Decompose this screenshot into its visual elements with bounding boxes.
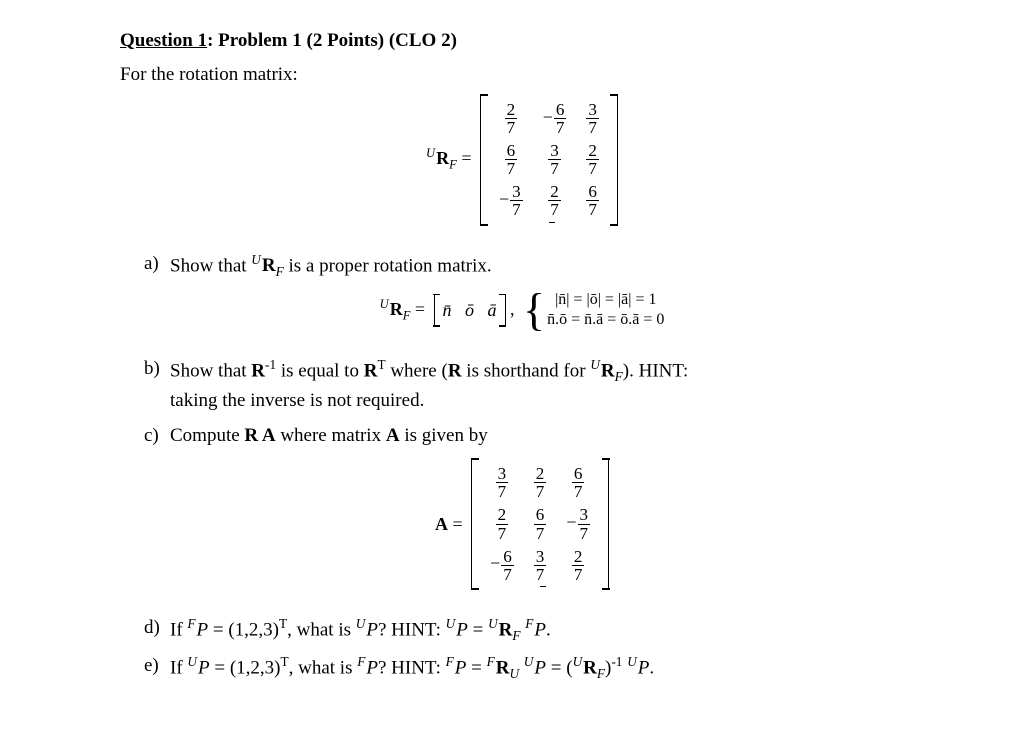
R-label: URF =	[426, 146, 471, 173]
vector-def-block: URF = n̄ ō ā , { |n̄| = |ō| = |ā| = 1 n̄…	[120, 290, 924, 332]
question-title: : Problem 1 (2 Points) (CLO 2)	[207, 30, 457, 51]
question-label: Question 1	[120, 30, 207, 51]
matrix-R-block: URF = 27−6737673727−372767	[120, 94, 924, 226]
part-e: e) If UP = (1,2,3)T, what is FP? HINT: F…	[144, 652, 924, 684]
matrix-A: 3727672767−37−673727	[471, 458, 609, 590]
intro-text: For the rotation matrix:	[120, 64, 924, 86]
question-header: Question 1: Problem 1 (2 Points) (CLO 2)	[120, 30, 924, 52]
matrix-A-block: A = 3727672767−37−673727	[120, 458, 924, 590]
part-b: b) Show that R-1 is equal to RT where (R…	[144, 355, 924, 416]
A-label: A =	[435, 514, 463, 535]
brace-conditions: { |n̄| = |ō| = |ā| = 1 n̄.ō = n̄.ā = ō.ā…	[519, 290, 664, 332]
part-c: c) Compute R A where matrix A is given b…	[144, 422, 924, 451]
part-d: d) If FP = (1,2,3)T, what is UP? HINT: U…	[144, 614, 924, 646]
part-a: a) Show that URF is a proper rotation ma…	[144, 250, 924, 282]
matrix-R: 27−6737673727−372767	[480, 94, 618, 226]
noa-row-matrix: n̄ ō ā	[434, 294, 506, 327]
